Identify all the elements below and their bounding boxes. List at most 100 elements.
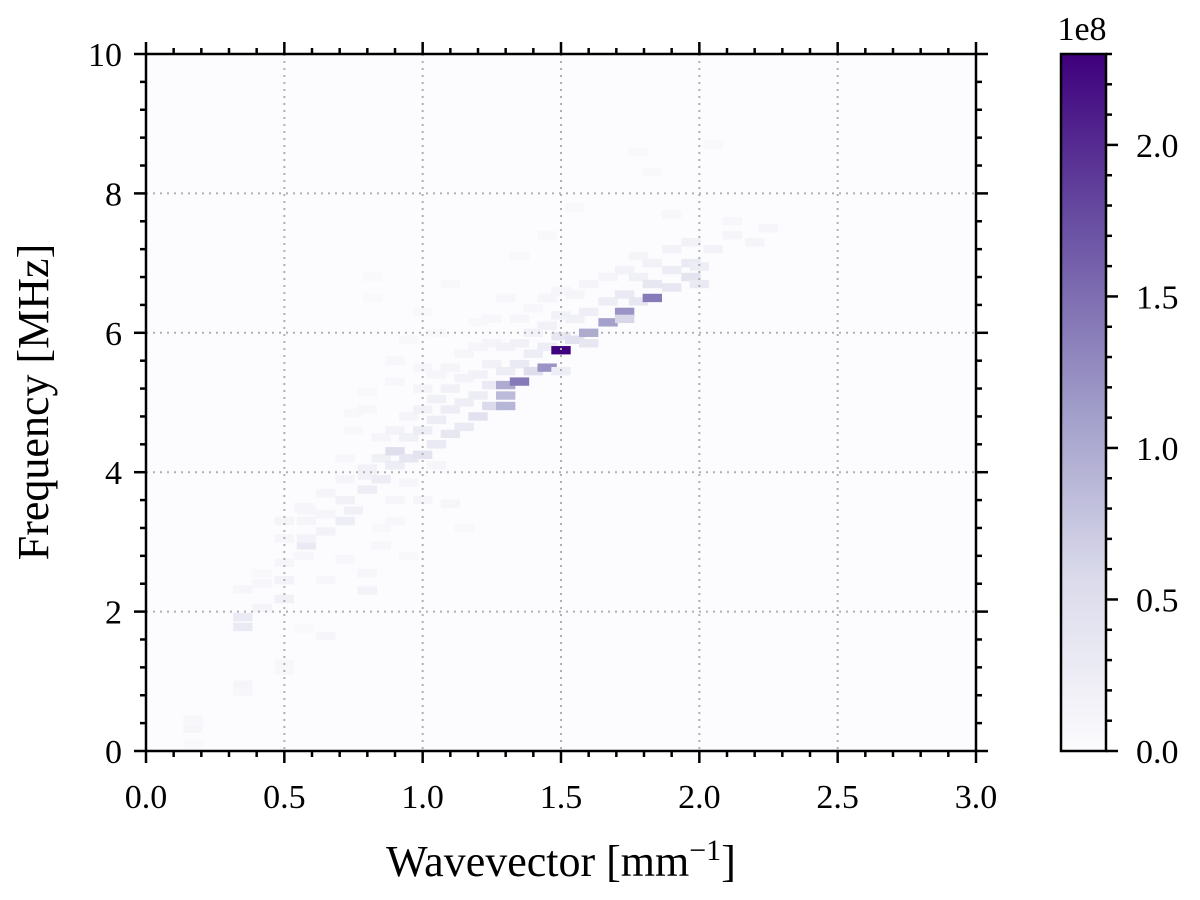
x-tick-labels: 0.0 0.5 1.0 1.5 2.0 2.5 3.0	[125, 779, 998, 816]
heatmap-cell	[578, 279, 599, 289]
y-tick-label: 0	[105, 734, 122, 771]
heatmap-cell	[703, 140, 723, 149]
heatmap-cell	[689, 262, 710, 271]
heatmap-cell	[357, 405, 378, 414]
heatmap-cell	[233, 687, 253, 696]
heatmap-cell	[598, 297, 618, 306]
heatmap-cell	[509, 377, 530, 386]
grid-lines	[146, 54, 976, 751]
heatmap-cell	[578, 307, 599, 317]
heatmap-cell	[482, 339, 502, 348]
heatmap-cell	[468, 342, 488, 351]
heatmap-cell	[399, 551, 419, 561]
heatmap-cell	[482, 359, 502, 369]
heatmap-cell	[371, 523, 391, 533]
heatmap-cell	[523, 366, 544, 376]
x-axis-label: Wavevector [mm−1]	[386, 834, 736, 886]
heatmap-cell	[252, 569, 272, 578]
heatmap-cell	[537, 293, 557, 303]
x-tick-label: 1.0	[401, 779, 444, 816]
heatmap-cell	[495, 380, 516, 390]
heatmap-cell	[509, 314, 530, 324]
y-axis-label: Frequency [MHz]	[9, 244, 58, 560]
heatmap-cell	[661, 265, 682, 275]
x-tick-label: 2.5	[816, 779, 859, 816]
heatmap-cell	[661, 210, 682, 219]
heatmap-cell	[482, 401, 502, 411]
heatmap-cell	[183, 739, 203, 749]
heatmap-cell	[274, 594, 295, 604]
colorbar-tick-label: 2.0	[1136, 128, 1179, 165]
heatmap-cell	[495, 401, 516, 411]
heatmap-cell	[357, 569, 378, 578]
heatmap-cell	[440, 384, 461, 393]
heatmap-cell	[661, 244, 682, 254]
y-tick-label: 10	[88, 37, 122, 74]
heatmap-cell	[335, 495, 355, 505]
heatmap-cells	[183, 140, 779, 749]
heatmap-cell	[426, 440, 447, 449]
heatmap-cell	[551, 332, 571, 341]
heatmap-cell	[722, 231, 743, 240]
heatmap-cell	[357, 586, 378, 595]
heatmap-cell	[385, 377, 405, 386]
heatmap-cell	[509, 359, 530, 369]
colorbar-tick-label: 1.5	[1136, 279, 1179, 316]
heatmap-cell	[296, 516, 317, 526]
heatmap-cell	[642, 168, 662, 177]
heatmap-cell	[551, 286, 571, 296]
heatmap-cell	[523, 349, 544, 358]
heatmap-cell	[399, 433, 419, 442]
heatmap-cell	[357, 471, 378, 480]
plot-background	[146, 54, 976, 751]
heatmap-cell	[454, 349, 474, 358]
heatmap-cell	[628, 272, 649, 282]
heatmap-cell	[233, 680, 253, 689]
heatmap-cell	[426, 461, 447, 470]
heatmap-cell	[399, 454, 419, 463]
heatmap-cell	[537, 363, 557, 372]
heatmap-cell	[440, 405, 461, 414]
heatmap-cell	[681, 272, 701, 282]
heatmap-cell	[371, 454, 391, 463]
heatmap-cell	[399, 412, 419, 421]
heatmap-cell	[426, 394, 447, 404]
heatmap-cell	[722, 217, 743, 226]
x-tick-label: 0.0	[125, 779, 168, 816]
y-tick-label: 4	[105, 455, 122, 492]
x-tick-label: 2.0	[678, 779, 721, 816]
heatmap-cell	[565, 290, 585, 299]
heatmap-cell	[598, 272, 618, 282]
heatmap-cell	[294, 624, 314, 634]
heatmap-cell	[758, 224, 779, 233]
heatmap-cell	[642, 279, 662, 289]
heatmap-cell	[454, 422, 474, 432]
x-tick-label: 1.5	[540, 779, 583, 816]
heatmap-cell	[335, 516, 355, 526]
heatmap-cell	[183, 724, 203, 733]
heatmap-cell	[399, 478, 419, 487]
heatmap-cell	[440, 499, 461, 508]
heatmap-cell	[703, 244, 723, 254]
heatmap-cell	[371, 474, 391, 484]
heatmap-cell	[614, 265, 635, 275]
heatmap-cell	[363, 293, 383, 303]
heatmap-cell	[399, 335, 419, 344]
heatmap-cell	[628, 147, 649, 156]
heatmap-cell	[661, 283, 682, 292]
heatmap-cell	[551, 311, 571, 320]
heatmap-cell	[385, 356, 405, 365]
heatmap-cell	[316, 488, 336, 498]
heatmap-cell	[357, 485, 378, 494]
heatmap-cell	[565, 314, 585, 324]
heatmap-cell	[316, 509, 336, 519]
colorbar-tick-label: 0.5	[1136, 582, 1179, 619]
heatmap-cell	[296, 506, 317, 515]
heatmap-cell	[426, 370, 447, 379]
heatmap-cell	[598, 318, 618, 327]
heatmap-cell	[183, 715, 203, 724]
heatmap-cell	[495, 391, 516, 400]
x-tick-label: 3.0	[955, 779, 998, 816]
colorbar-exponent-label: 1e8	[1057, 11, 1106, 48]
